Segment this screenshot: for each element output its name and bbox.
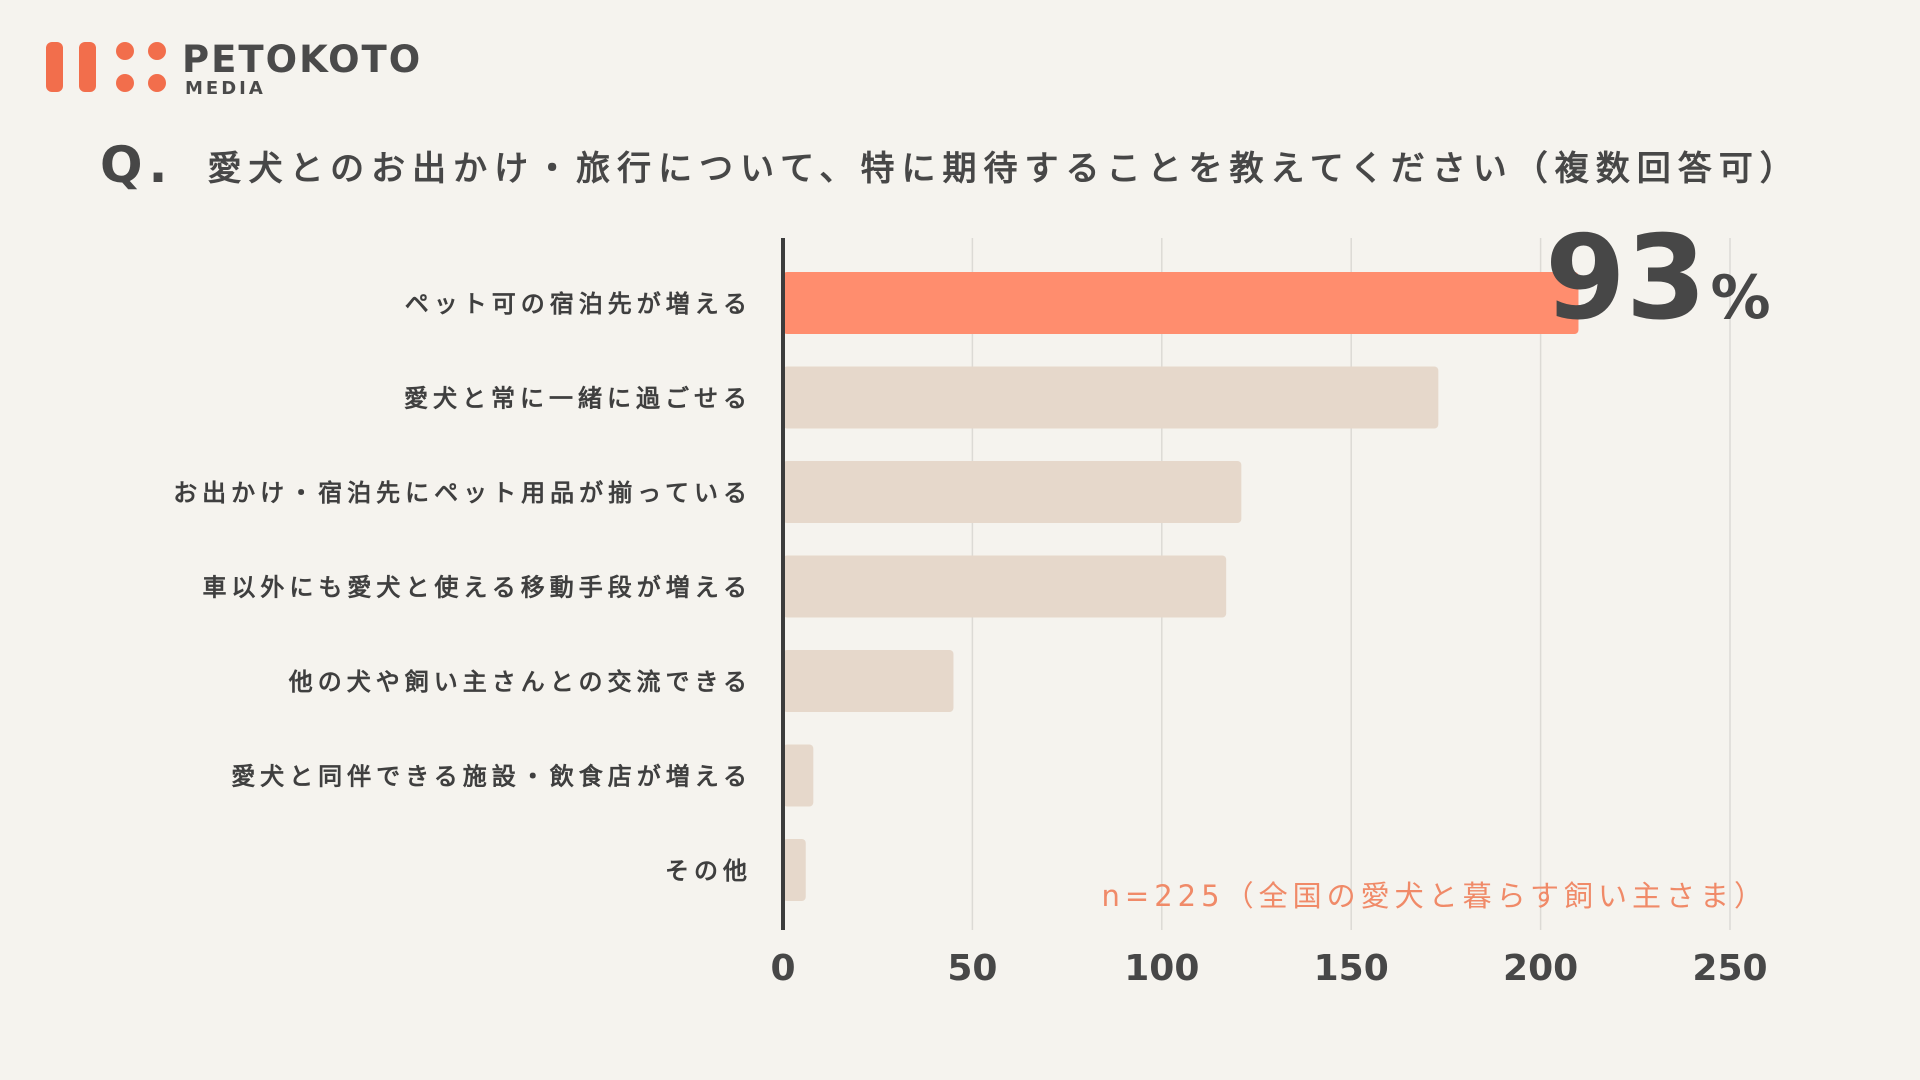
bar-2 bbox=[783, 366, 1439, 429]
category-label-3: お出かけ・宿泊先にペット用品が揃っている bbox=[173, 479, 752, 507]
bar-5 bbox=[783, 650, 954, 712]
x-tick-200: 200 bbox=[1503, 948, 1578, 989]
x-tick-labels: 0 50 100 150 200 250 bbox=[770, 948, 1767, 989]
highlight-percent-unit: % bbox=[1710, 263, 1770, 333]
logo-dot-3 bbox=[116, 74, 134, 92]
x-tick-150: 150 bbox=[1314, 948, 1389, 989]
question-prefix: Q. bbox=[100, 136, 174, 194]
bar-7 bbox=[783, 839, 806, 901]
x-tick-50: 50 bbox=[947, 948, 997, 989]
logo-bar-left bbox=[46, 42, 63, 92]
category-label-5: 他の犬や飼い主さんとの交流できる bbox=[288, 668, 752, 696]
highlight-percent: 93% bbox=[1545, 211, 1771, 346]
category-label-2: 愛犬と常に一緒に過ごせる bbox=[404, 385, 752, 413]
petokoto-logo: PETOKOTO MEDIA bbox=[46, 38, 426, 100]
question-text: 愛犬とのお出かけ・旅行について、特に期待することを教えてください（複数回答可） bbox=[207, 148, 1801, 189]
bars bbox=[783, 272, 1579, 901]
category-labels: ペット可の宿泊先が増える愛犬と常に一緒に過ごせるお出かけ・宿泊先にペット用品が揃… bbox=[173, 290, 752, 885]
bar-3 bbox=[783, 461, 1242, 523]
category-label-6: 愛犬と同伴できる施設・飲食店が増える bbox=[231, 763, 752, 791]
bar-6 bbox=[783, 744, 814, 807]
x-tick-100: 100 bbox=[1124, 948, 1199, 989]
logo-mark-icon bbox=[46, 42, 170, 94]
logo-dot-4 bbox=[148, 74, 166, 92]
logo-dot-1 bbox=[116, 42, 134, 60]
highlight-percent-number: 93 bbox=[1545, 211, 1706, 346]
brand-sub: MEDIA bbox=[185, 78, 266, 99]
category-label-4: 車以外にも愛犬と使える移動手段が増える bbox=[202, 574, 752, 602]
sample-note: n=225（全国の愛犬と暮らす飼い主さま） bbox=[1102, 879, 1768, 913]
category-label-7: その他 bbox=[665, 857, 752, 885]
x-tick-250: 250 bbox=[1692, 948, 1767, 989]
bar-4 bbox=[783, 555, 1227, 618]
x-tick-0: 0 bbox=[770, 948, 795, 989]
brand-name: PETOKOTO bbox=[182, 38, 423, 81]
logo-dot-2 bbox=[148, 42, 166, 60]
logo-bar-right bbox=[79, 42, 96, 92]
category-label-1: ペット可の宿泊先が増える bbox=[405, 290, 752, 318]
bar-1 bbox=[783, 272, 1579, 334]
question-title: Q. 愛犬とのお出かけ・旅行について、特に期待することを教えてください（複数回答… bbox=[100, 136, 1880, 194]
